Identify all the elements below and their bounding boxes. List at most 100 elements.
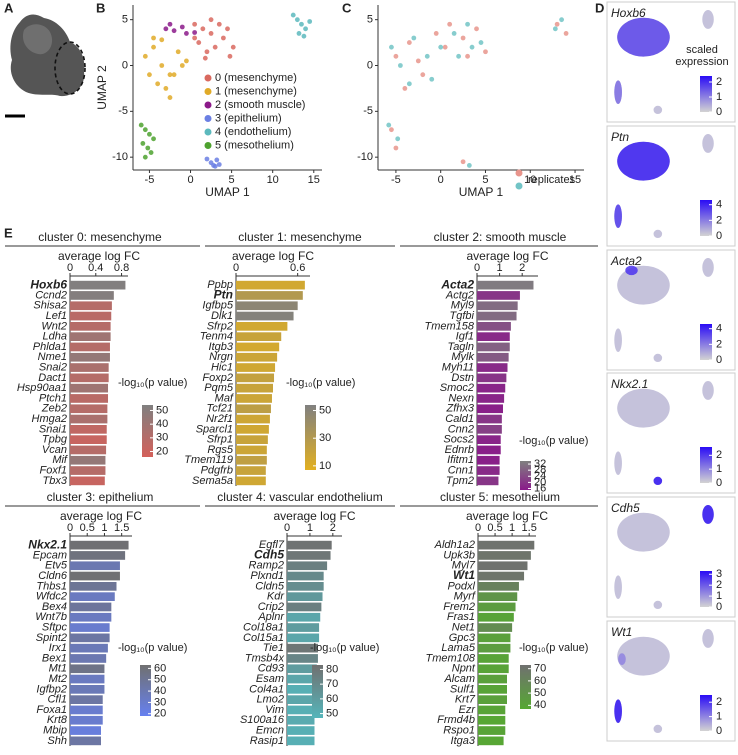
colorbar — [520, 665, 531, 709]
gene-label: Hic1 — [211, 361, 233, 373]
colorbar-tick-label: 1 — [716, 711, 722, 723]
gene-label: Foxa1 — [36, 704, 67, 716]
chart-title: cluster 0: mesenchyme — [38, 230, 162, 244]
gene-label: Col4a1 — [249, 683, 284, 695]
bar — [477, 425, 502, 434]
gene-label: Ldha — [43, 331, 67, 343]
bar — [477, 291, 520, 300]
gene-label: Cnn1 — [448, 464, 474, 476]
bar — [70, 705, 103, 715]
point — [192, 21, 198, 27]
gene-label: Nkx2.1 — [28, 537, 67, 551]
y-axis-label: UMAP 2 — [95, 65, 109, 110]
bar — [287, 582, 324, 591]
gene-label: Rspo1 — [443, 724, 475, 736]
colorbar-title: -log₁₀(p value) — [519, 642, 588, 654]
point — [171, 28, 177, 34]
x-tick-label: 15 — [569, 174, 581, 186]
gene-label: Myl7 — [452, 560, 476, 572]
bar — [70, 455, 106, 465]
x-tick-label: 0.6 — [290, 262, 305, 274]
expression-cloud — [702, 504, 714, 524]
bar — [70, 425, 107, 434]
bar — [287, 685, 317, 694]
x-tick-label: 0.4 — [88, 262, 103, 274]
gene-label: Wt1 — [453, 568, 475, 582]
bar — [236, 466, 266, 475]
x-tick-label: 1 — [101, 522, 107, 534]
gene-name: Hoxb6 — [611, 6, 646, 20]
bar — [287, 561, 328, 571]
bar — [236, 435, 268, 444]
colorbar-tick-label: 28 — [534, 464, 546, 476]
gene-label: Podxl — [447, 580, 475, 592]
bar — [70, 394, 109, 403]
gene-label: Col15a1 — [243, 632, 284, 644]
legend-swatch — [204, 74, 212, 82]
bar — [478, 643, 511, 653]
gene-label: S100a16 — [240, 714, 285, 726]
point — [211, 163, 216, 168]
colorbar-tick-label: 70 — [534, 663, 546, 675]
point — [465, 53, 470, 59]
colorbar — [700, 695, 712, 731]
gene-label: Lef1 — [46, 310, 67, 322]
x-axis-label: average log FC — [60, 509, 142, 523]
gene-name: Ptn — [611, 130, 629, 144]
point — [433, 31, 439, 36]
point — [200, 26, 206, 32]
point — [155, 81, 161, 87]
bar — [70, 551, 126, 560]
x-tick-label: -5 — [391, 174, 401, 186]
point — [465, 21, 470, 27]
bar — [70, 301, 112, 311]
gene-label: Npnt — [452, 663, 476, 675]
legend-swatch — [204, 128, 212, 136]
bar — [477, 311, 517, 321]
bar — [70, 540, 129, 550]
y-tick-label: 5 — [122, 14, 128, 26]
bar — [477, 414, 502, 424]
gene-label: Cdh5 — [254, 548, 284, 562]
bar — [478, 582, 519, 591]
point — [483, 49, 488, 55]
point — [142, 154, 148, 160]
gene-label: Myh11 — [442, 361, 474, 373]
bar — [477, 373, 507, 383]
gene-label: Sema5a — [192, 475, 233, 487]
bar — [477, 383, 506, 393]
bar — [236, 394, 272, 403]
gene-label: Cd93 — [258, 663, 285, 675]
feature-frame — [606, 496, 736, 618]
gene-label: Fras1 — [447, 611, 475, 623]
bar — [70, 623, 110, 632]
gene-label: Maf — [215, 392, 234, 404]
point — [184, 58, 189, 64]
gene-label: Rgs5 — [207, 444, 234, 456]
colorbar-tick-label: 50 — [156, 404, 168, 416]
x-axis-label: average log FC — [232, 249, 314, 263]
colorbar-tick-label: 20 — [534, 476, 546, 488]
legend-swatch — [204, 115, 212, 122]
gene-label: Nme1 — [38, 351, 67, 363]
bar — [477, 476, 499, 486]
gene-label: Foxf1 — [39, 464, 67, 476]
colorbar-tick-label: 32 — [534, 458, 546, 470]
point — [159, 37, 165, 43]
x-axis-label: average log FC — [466, 249, 548, 263]
gene-label: Snai2 — [39, 361, 67, 373]
x-tick-label: 5 — [229, 174, 235, 186]
bar — [477, 435, 501, 444]
colorbar-tick-label: 10 — [319, 460, 331, 472]
colorbar-tick-label: 40 — [154, 685, 166, 697]
gene-label: Ptn — [214, 288, 233, 302]
point — [167, 72, 173, 78]
y-tick-label: 5 — [367, 14, 373, 26]
gene-label: Myrf — [454, 591, 476, 603]
bar — [70, 435, 107, 444]
bar — [478, 715, 506, 725]
tissue — [10, 14, 85, 97]
x-axis-label: average log FC — [58, 249, 140, 263]
gene-label: Tagln — [447, 341, 474, 353]
bar — [70, 654, 107, 663]
